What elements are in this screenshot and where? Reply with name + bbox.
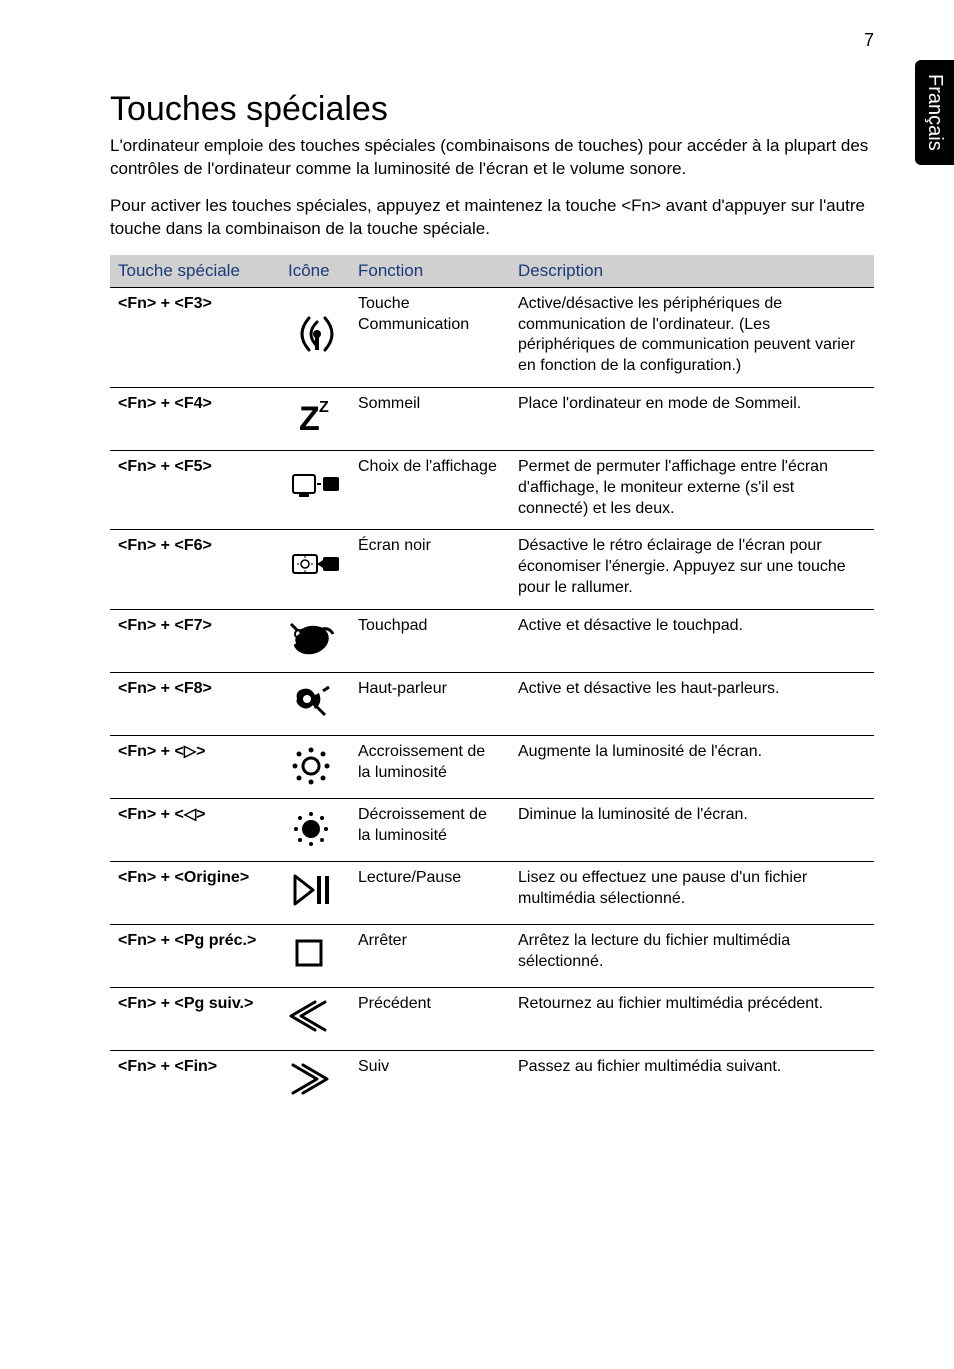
function-cell: Lecture/Pause <box>350 861 510 924</box>
key-combo: <Fn> + <Pg préc.> <box>110 924 280 987</box>
table-row: <Fn> + <Origine> Lecture/PauseLisez ou ef… <box>110 861 874 924</box>
page-number: 7 <box>864 30 874 51</box>
page: 7 Français Touches spéciales L'ordinateu… <box>0 0 954 1163</box>
table-row: <Fn> + <▷> Accroissement de la luminosité… <box>110 735 874 798</box>
display-icon <box>280 450 350 529</box>
language-tab: Français <box>915 60 954 165</box>
key-combo: <Fn> + <F8> <box>110 672 280 735</box>
table-row: <Fn> + <F7> TouchpadActive et désactive l… <box>110 609 874 672</box>
table-row: <Fn> + <F4> SommeilPlace l'ordinateur en … <box>110 387 874 450</box>
description-cell: Passez au fichier multimédia suivant. <box>510 1050 874 1113</box>
function-cell: Haut-parleur <box>350 672 510 735</box>
comm-icon <box>280 287 350 387</box>
table-row: <Fn> + <Fin> SuivPassez au fichier multim… <box>110 1050 874 1113</box>
description-cell: Active/désactive les périphériques de co… <box>510 287 874 387</box>
page-title: Touches spéciales <box>110 90 874 129</box>
header-key: Touche spéciale <box>110 255 280 288</box>
table-row: <Fn> + <Pg suiv.> PrécédentRetournez au f… <box>110 987 874 1050</box>
description-cell: Retournez au fichier multimédia précéden… <box>510 987 874 1050</box>
function-cell: Choix de l'affichage <box>350 450 510 529</box>
header-icon: Icône <box>280 255 350 288</box>
sleep-icon <box>280 387 350 450</box>
function-cell: Suiv <box>350 1050 510 1113</box>
function-cell: Touche Communication <box>350 287 510 387</box>
speaker-icon <box>280 672 350 735</box>
table-row: <Fn> + <◁> Décroissement de la luminosité… <box>110 798 874 861</box>
header-description: Description <box>510 255 874 288</box>
key-combo: <Fn> + <▷> <box>110 735 280 798</box>
key-combo: <Fn> + <◁> <box>110 798 280 861</box>
key-combo: <Fn> + <Fin> <box>110 1050 280 1113</box>
table-row: <Fn> + <Pg préc.> ArrêterArrêtez la lectu… <box>110 924 874 987</box>
key-combo: <Fn> + <Origine> <box>110 861 280 924</box>
table-row: <Fn> + <F5> Choix de l'affichagePermet de… <box>110 450 874 529</box>
bright-up-icon <box>280 735 350 798</box>
key-combo: <Fn> + <F6> <box>110 530 280 609</box>
stop-icon <box>280 924 350 987</box>
intro-paragraph-2: Pour activer les touches spéciales, appu… <box>110 195 874 241</box>
key-combo: <Fn> + <F3> <box>110 287 280 387</box>
key-combo: <Fn> + <F5> <box>110 450 280 529</box>
function-cell: Arrêter <box>350 924 510 987</box>
key-combo: <Fn> + <F4> <box>110 387 280 450</box>
function-cell: Accroissement de la luminosité <box>350 735 510 798</box>
function-cell: Écran noir <box>350 530 510 609</box>
table-header-row: Touche spéciale Icône Fonction Descripti… <box>110 255 874 288</box>
touchpad-icon <box>280 609 350 672</box>
description-cell: Active et désactive le touchpad. <box>510 609 874 672</box>
table-row: <Fn> + <F6> Écran noirDésactive le rétro … <box>110 530 874 609</box>
key-combo: <Fn> + <Pg suiv.> <box>110 987 280 1050</box>
function-cell: Sommeil <box>350 387 510 450</box>
description-cell: Active et désactive les haut-parleurs. <box>510 672 874 735</box>
description-cell: Permet de permuter l'affichage entre l'é… <box>510 450 874 529</box>
special-keys-table: Touche spéciale Icône Fonction Descripti… <box>110 255 874 1113</box>
description-cell: Arrêtez la lecture du fichier multimédia… <box>510 924 874 987</box>
prev-icon <box>280 987 350 1050</box>
key-combo: <Fn> + <F7> <box>110 609 280 672</box>
description-cell: Augmente la luminosité de l'écran. <box>510 735 874 798</box>
bright-down-icon <box>280 798 350 861</box>
description-cell: Désactive le rétro éclairage de l'écran … <box>510 530 874 609</box>
intro-paragraph-1: L'ordinateur emploie des touches spécial… <box>110 135 874 181</box>
playpause-icon <box>280 861 350 924</box>
description-cell: Diminue la luminosité de l'écran. <box>510 798 874 861</box>
description-cell: Place l'ordinateur en mode de Sommeil. <box>510 387 874 450</box>
table-row: <Fn> + <F8> Haut-parleurActive et désacti… <box>110 672 874 735</box>
description-cell: Lisez ou effectuez une pause d'un fichie… <box>510 861 874 924</box>
table-row: <Fn> + <F3> Touche CommunicationActive/dé… <box>110 287 874 387</box>
header-function: Fonction <box>350 255 510 288</box>
function-cell: Décroissement de la luminosité <box>350 798 510 861</box>
blank-icon <box>280 530 350 609</box>
function-cell: Précédent <box>350 987 510 1050</box>
function-cell: Touchpad <box>350 609 510 672</box>
next-icon <box>280 1050 350 1113</box>
